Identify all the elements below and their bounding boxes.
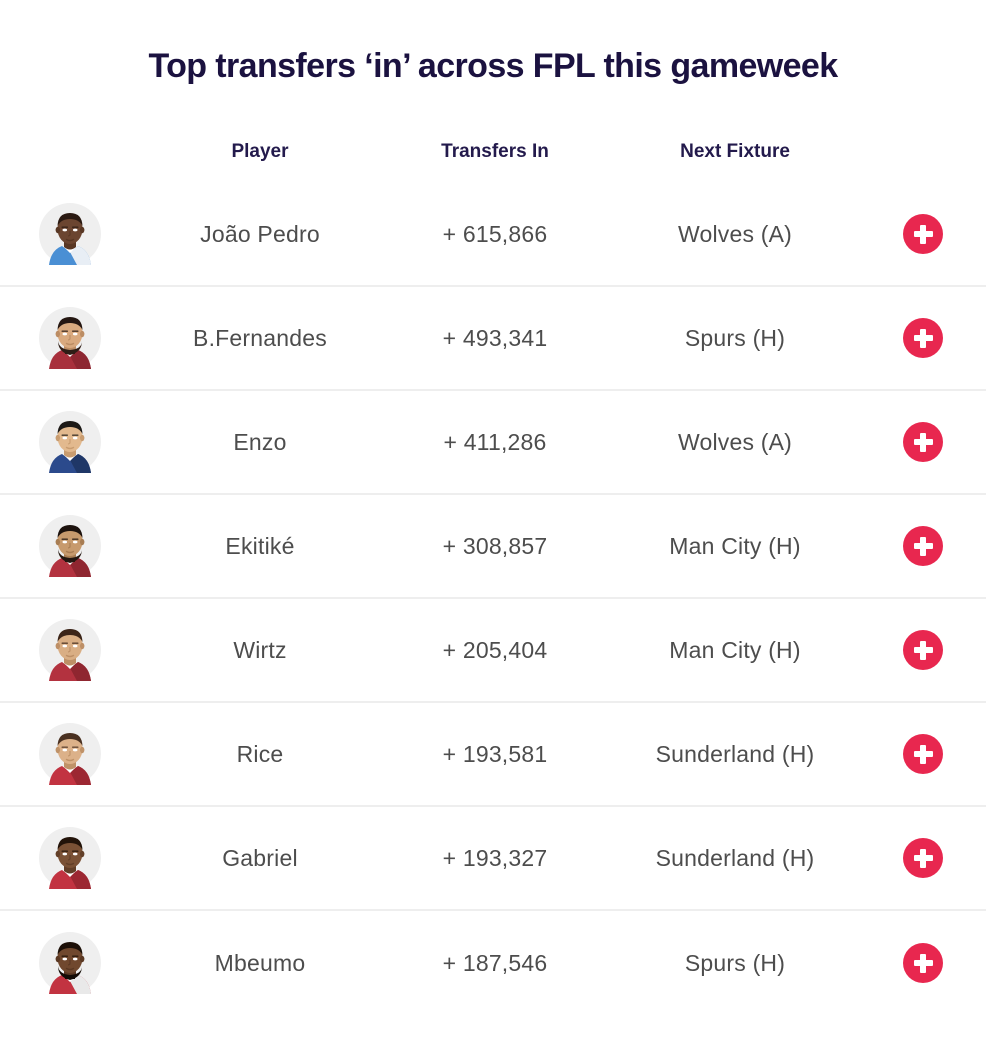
transfers-in-value: + 308,857	[442, 532, 548, 559]
next-fixture-value: Wolves (A)	[677, 220, 793, 247]
next-fixture-value: Wolves (A)	[677, 428, 793, 455]
player-avatar-cell	[0, 203, 140, 266]
table-row[interactable]: Gabriel + 193,327 Sunderland (H)	[0, 807, 986, 912]
add-player-button[interactable]	[903, 214, 943, 255]
action-cell	[860, 214, 986, 255]
add-player-button[interactable]	[903, 943, 943, 984]
header-transfers-in: Transfers In	[441, 141, 549, 163]
player-name: Ekitiké	[225, 532, 295, 559]
avatar	[39, 411, 101, 474]
next-fixture-value: Sunderland (H)	[655, 740, 815, 767]
next-fixture-value: Spurs (H)	[684, 324, 786, 351]
add-player-button[interactable]	[903, 318, 943, 359]
player-avatar-cell	[0, 307, 140, 370]
player-avatar-cell	[0, 515, 140, 578]
avatar	[39, 307, 101, 370]
player-name: João Pedro	[200, 220, 320, 247]
next-fixture-value: Spurs (H)	[684, 949, 786, 976]
add-player-button[interactable]	[903, 838, 943, 879]
transfers-in-value: + 205,404	[442, 636, 548, 663]
player-name: Gabriel	[222, 844, 298, 871]
transfers-in-value: + 187,546	[442, 949, 548, 976]
player-name: Enzo	[233, 428, 287, 455]
action-cell	[860, 943, 986, 984]
action-cell	[860, 838, 986, 879]
table-row[interactable]: Ekitiké + 308,857 Man City (H)	[0, 495, 986, 600]
action-cell	[860, 630, 986, 671]
player-avatar-cell	[0, 932, 140, 995]
header-next-fixture: Next Fixture	[680, 141, 790, 163]
table-body: João Pedro + 615,866 Wolves (A)	[0, 183, 986, 1015]
avatar	[39, 515, 101, 578]
table-row[interactable]: Mbeumo + 187,546 Spurs (H)	[0, 911, 986, 1015]
avatar	[39, 723, 101, 786]
page-title: Top transfers ‘in’ across FPL this gamew…	[148, 47, 838, 85]
header-player: Player	[231, 141, 289, 163]
action-cell	[860, 526, 986, 567]
avatar	[39, 203, 101, 266]
table-row[interactable]: Wirtz + 205,404 Man City (H)	[0, 599, 986, 704]
avatar	[39, 619, 101, 682]
transfers-in-value: + 193,327	[442, 844, 548, 871]
table-header-row: Player Transfers In Next Fixture	[0, 121, 986, 183]
transfers-in-value: + 493,341	[442, 324, 548, 351]
add-player-button[interactable]	[903, 422, 943, 463]
player-avatar-cell	[0, 827, 140, 890]
action-cell	[860, 422, 986, 463]
player-name: B.Fernandes	[193, 324, 327, 351]
avatar	[39, 932, 101, 995]
player-avatar-cell	[0, 619, 140, 682]
player-name: Rice	[236, 740, 284, 767]
next-fixture-value: Sunderland (H)	[655, 844, 815, 871]
table-row[interactable]: Rice + 193,581 Sunderland (H)	[0, 703, 986, 808]
table-row[interactable]: Enzo + 411,286 Wolves (A)	[0, 391, 986, 496]
transfers-in-value: + 193,581	[442, 740, 548, 767]
transfers-in-value: + 411,286	[443, 428, 547, 455]
player-name: Wirtz	[233, 636, 287, 663]
table-row[interactable]: B.Fernandes + 493,341 Spurs (H)	[0, 287, 986, 392]
action-cell	[860, 318, 986, 359]
table-row[interactable]: João Pedro + 615,866 Wolves (A)	[0, 183, 986, 288]
action-cell	[860, 734, 986, 775]
avatar	[39, 827, 101, 890]
add-player-button[interactable]	[903, 734, 943, 775]
player-name: Mbeumo	[214, 949, 306, 976]
next-fixture-value: Man City (H)	[669, 532, 801, 559]
add-player-button[interactable]	[903, 526, 943, 567]
add-player-button[interactable]	[903, 630, 943, 671]
transfers-in-value: + 615,866	[442, 220, 548, 247]
next-fixture-value: Man City (H)	[669, 636, 801, 663]
player-avatar-cell	[0, 723, 140, 786]
player-avatar-cell	[0, 411, 140, 474]
